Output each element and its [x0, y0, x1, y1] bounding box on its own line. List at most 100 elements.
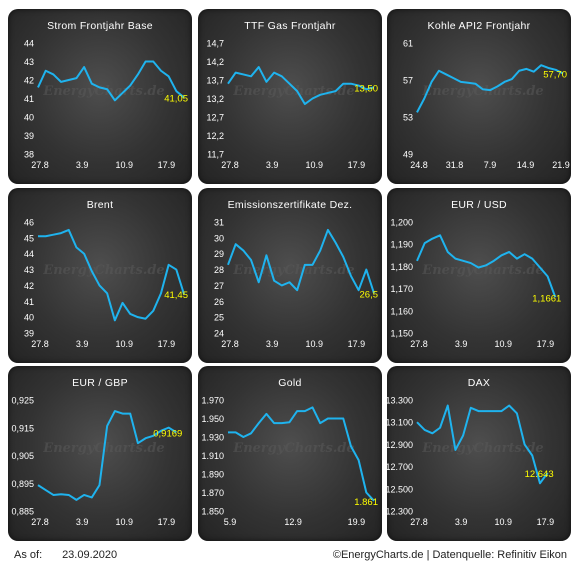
y-tick-label: 46: [24, 218, 34, 228]
x-tick-label: 3.9: [76, 160, 89, 170]
chart-svg: Emissionszertifikate Dez. EnergyCharts.de…: [214, 199, 378, 349]
y-tick-label: 41: [24, 297, 34, 307]
y-tick-label: 12,2: [206, 131, 224, 141]
x-tick-label: 3.9: [266, 160, 279, 170]
x-tick-label: 10.9: [115, 339, 133, 349]
x-tick-label: 27.8: [31, 160, 49, 170]
y-tick-label: 11,7: [207, 150, 224, 160]
y-tick-label: 28: [214, 265, 224, 275]
y-tick-label: 45: [24, 233, 34, 243]
x-tick-label: 17.9: [348, 339, 366, 349]
x-tick-label: 10.9: [305, 339, 323, 349]
chart-title: DAX: [468, 377, 491, 389]
last-value-label: 41,45: [164, 290, 188, 301]
y-tick-label: 41: [24, 94, 34, 104]
chart-panel: Gold EnergyCharts.de 1.850 1.870 1.890 1.910 1…: [198, 366, 382, 541]
series-line: [416, 234, 557, 298]
y-tick-label: 43: [24, 57, 34, 67]
watermark: EnergyCharts.de: [232, 263, 354, 278]
y-tick-label: 29: [214, 249, 224, 259]
y-tick-label: 1,180: [390, 262, 413, 272]
chart-title: Strom Frontjahr Base: [47, 20, 153, 32]
watermark: EnergyCharts.de: [421, 441, 543, 456]
chart-svg: EUR / USD EnergyCharts.de 1,150 1,160 1,170 1…: [390, 199, 561, 349]
y-tick-label: 31: [214, 218, 224, 228]
x-tick-label: 27.8: [31, 339, 49, 349]
x-tick-label: 19.9: [348, 517, 366, 527]
x-tick-label: 3.9: [455, 517, 468, 527]
last-value-label: 12.643: [525, 469, 554, 480]
chart-panel: Kohle API2 Frontjahr EnergyCharts.de 49 53 5…: [387, 9, 571, 184]
watermark: EnergyCharts.de: [232, 441, 354, 456]
x-tick-label: 27.8: [31, 517, 49, 527]
y-tick-label: 1.870: [201, 488, 224, 498]
x-tick-label: 17.9: [537, 517, 555, 527]
last-value-label: 1.861: [354, 497, 378, 508]
x-tick-label: 3.9: [76, 517, 89, 527]
y-tick-label: 0,925: [11, 396, 34, 406]
chart-panel: EUR / USD EnergyCharts.de 1,150 1,160 1,170 1…: [387, 188, 571, 363]
y-tick-label: 1.950: [201, 414, 224, 424]
x-tick-label: 3.9: [76, 339, 89, 349]
chart-svg: Gold EnergyCharts.de 1.850 1.870 1.890 1.910 1…: [201, 377, 378, 527]
y-tick-label: 40: [24, 113, 34, 123]
chart-title: Brent: [87, 199, 114, 211]
chart-panel: TTF Gas Frontjahr EnergyCharts.de 11,7 12,2…: [198, 9, 382, 184]
y-tick-label: 38: [24, 150, 34, 160]
last-value-label: 13,50: [354, 83, 378, 94]
y-tick-label: 0,885: [11, 507, 34, 517]
series-line: [416, 64, 564, 113]
y-tick-label: 1.970: [201, 396, 224, 406]
x-tick-label: 21.9: [552, 160, 570, 170]
x-tick-label: 7.9: [484, 160, 497, 170]
y-tick-label: 39: [24, 131, 34, 141]
chart-panel: DAX EnergyCharts.de 12.300 12.500 12.700 12.9…: [387, 366, 571, 541]
y-tick-label: 49: [403, 150, 413, 160]
y-tick-label: 40: [24, 313, 34, 323]
y-tick-label: 12.500: [387, 484, 413, 494]
x-tick-label: 5.9: [224, 517, 237, 527]
x-tick-label: 14.9: [517, 160, 535, 170]
x-tick-label: 17.9: [537, 339, 555, 349]
x-tick-label: 27.8: [221, 160, 239, 170]
x-tick-label: 17.9: [158, 339, 176, 349]
y-tick-label: 44: [24, 39, 34, 49]
watermark: EnergyCharts.de: [421, 263, 543, 278]
x-tick-label: 27.8: [410, 517, 428, 527]
chart-title: EUR / GBP: [72, 377, 128, 389]
chart-title: Emissionszertifikate Dez.: [228, 199, 353, 211]
chart-title: TTF Gas Frontjahr: [244, 20, 336, 32]
y-tick-label: 39: [24, 329, 34, 339]
y-tick-label: 30: [214, 233, 224, 243]
x-tick-label: 12.9: [284, 517, 302, 527]
y-tick-label: 42: [24, 76, 34, 86]
source-credit: ©EnergyCharts.de | Datenquelle: Refiniti…: [332, 549, 567, 561]
y-tick-label: 27: [214, 281, 224, 291]
y-tick-label: 14,2: [206, 57, 224, 67]
chart-title: Kohle API2 Frontjahr: [428, 20, 531, 32]
chart-svg: Kohle API2 Frontjahr EnergyCharts.de 49 53 5…: [403, 20, 570, 170]
y-tick-label: 1.910: [201, 451, 224, 461]
chart-panel: EUR / GBP EnergyCharts.de 0,885 0,895 0,905 0…: [8, 366, 192, 541]
y-tick-label: 44: [24, 249, 34, 259]
y-tick-label: 57: [403, 76, 413, 86]
y-tick-label: 1,170: [390, 284, 413, 294]
chart-panel: Emissionszertifikate Dez. EnergyCharts.de…: [198, 188, 382, 363]
series-line: [227, 66, 375, 106]
y-tick-label: 1.890: [201, 470, 224, 480]
y-tick-label: 0,905: [11, 451, 34, 461]
x-tick-label: 10.9: [305, 160, 323, 170]
y-tick-label: 12,7: [206, 113, 224, 123]
y-tick-label: 14,7: [206, 39, 224, 49]
y-tick-label: 1,150: [390, 329, 413, 339]
y-tick-label: 13.300: [387, 396, 413, 406]
watermark: EnergyCharts.de: [421, 84, 543, 99]
y-tick-label: 1,160: [390, 306, 413, 316]
chart-svg: TTF Gas Frontjahr EnergyCharts.de 11,7 12,2…: [206, 20, 378, 170]
chart-svg: Strom Frontjahr Base EnergyCharts.de 38 39 4…: [24, 20, 188, 170]
series-line: [227, 228, 375, 294]
y-tick-label: 1.930: [201, 433, 224, 443]
y-tick-label: 12.900: [387, 440, 413, 450]
y-tick-label: 13.100: [387, 418, 413, 428]
